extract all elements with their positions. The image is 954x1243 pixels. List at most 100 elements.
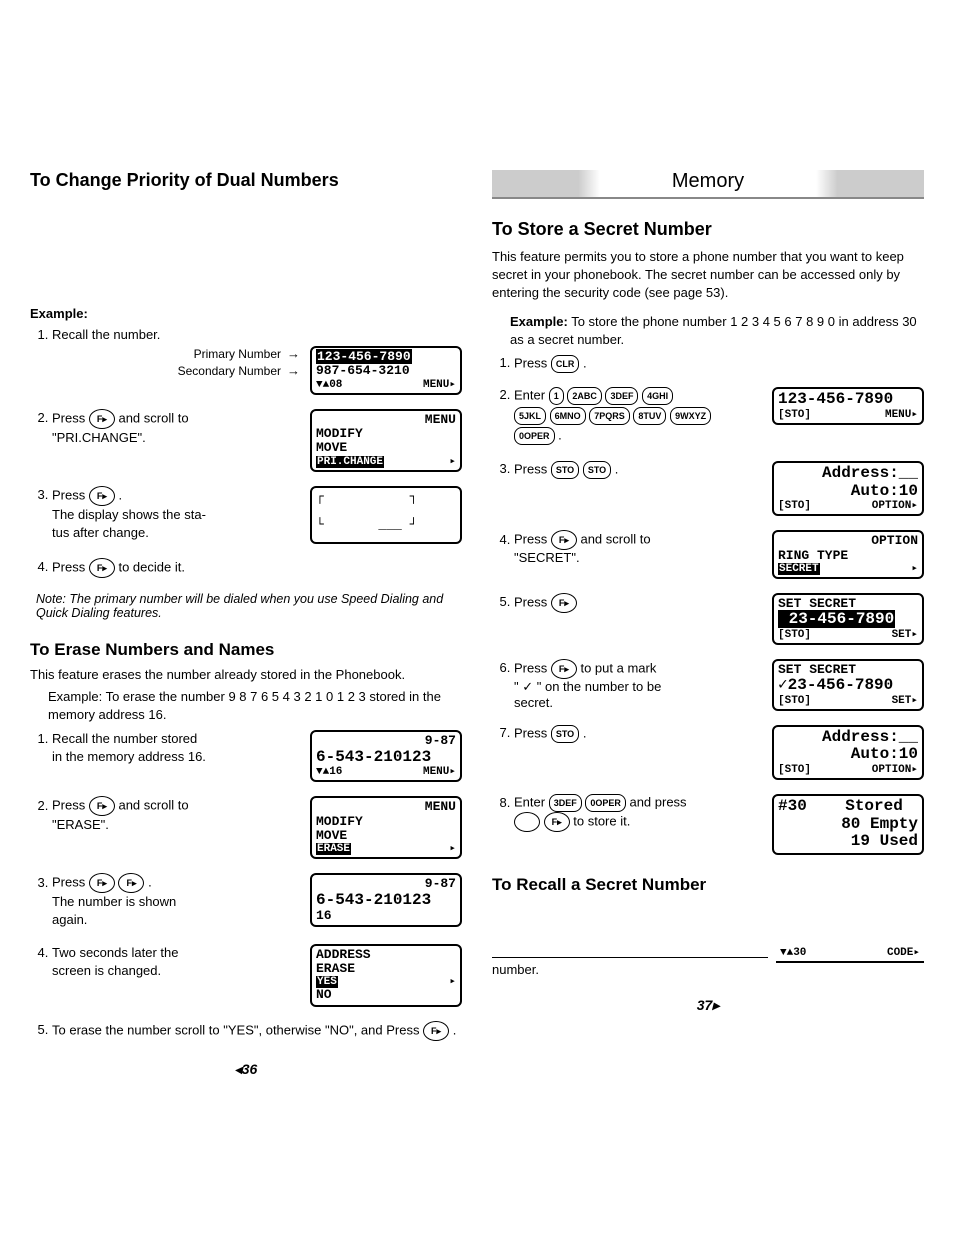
fn-key-icon: F▸ xyxy=(423,1021,449,1041)
lcd-line: 23-456-7890 xyxy=(778,610,895,628)
arrow-icon: → xyxy=(287,363,300,378)
heading-change-priority: To Change Priority of Dual Numbers xyxy=(30,170,462,191)
lcd-display: OPTION RING TYPE SECRET ▸ xyxy=(772,530,924,579)
lcd-arrow: ▸ xyxy=(449,976,456,988)
fn-key-icon: F▸ xyxy=(89,873,115,893)
digit-key-icon: 2ABC xyxy=(567,387,602,405)
example-label: Example: xyxy=(48,689,102,704)
right-page: Memory To Store a Secret Number This fea… xyxy=(492,40,924,1078)
memory-section-header: Memory xyxy=(492,170,924,199)
arrow-icon: → xyxy=(287,346,300,361)
primary-number-label: Primary Number xyxy=(194,347,281,361)
lcd-footer-left: [STO] xyxy=(778,629,811,641)
step-text: Press xyxy=(52,798,89,813)
divider xyxy=(492,957,768,958)
store-steps: Press CLR . Enter 1 2ABC 3DEF 4GHI 5JKL … xyxy=(492,355,924,855)
store-intro: This feature permits you to store a phon… xyxy=(492,248,924,303)
lcd-footer-right: SET▸ xyxy=(892,629,918,641)
step-text: . xyxy=(583,725,587,740)
sto-key-icon: STO xyxy=(551,725,579,743)
digit-key-icon: 9WXYZ xyxy=(670,407,711,425)
step-text: . xyxy=(148,875,152,890)
lcd-line: ✓23-456-7890 xyxy=(778,677,918,695)
lcd-display: Address:__ Auto:10 [STO] OPTION▸ xyxy=(772,725,924,780)
lcd-line: 6-543-210123 xyxy=(316,749,456,767)
lcd-display: 9-87 6-543-210123 ▼▲16 MENU▸ xyxy=(310,730,462,782)
digit-key-icon: 0OPER xyxy=(514,427,555,445)
lcd-line: ERASE xyxy=(316,962,456,976)
lcd-display: 9-87 6-543-210123 16 xyxy=(310,873,462,927)
lcd-line: 6-543-210123 xyxy=(316,892,456,910)
lcd-display: SET SECRET ✓23-456-7890 [STO] SET▸ xyxy=(772,659,924,711)
example-text: To store the phone number 1 2 3 4 5 6 7 … xyxy=(510,314,917,347)
lcd-line: Auto:10 xyxy=(851,482,918,500)
step-text: Press xyxy=(514,461,551,476)
lcd-line: #30 Stored xyxy=(778,797,903,815)
lcd-arrow: ▸ xyxy=(449,456,456,468)
erase-steps: Recall the number stored in the memory a… xyxy=(30,730,462,1040)
lcd-footer-right: OPTION▸ xyxy=(872,764,918,776)
digit-key-icon: 8TUV xyxy=(633,407,666,425)
note-text: The primary number will be dialed when y… xyxy=(36,592,443,620)
step-text: Press xyxy=(52,875,89,890)
digit-key-icon: 7PQRS xyxy=(589,407,630,425)
lcd-line-selected: ERASE xyxy=(316,843,351,855)
lcd-header: OPTION xyxy=(778,534,918,548)
step-text: again. xyxy=(52,912,87,927)
lcd-footer-left: ▼▲16 xyxy=(316,766,342,778)
step-text: Press xyxy=(514,355,551,370)
fn-key-icon: F▸ xyxy=(551,593,577,613)
sto-key-icon: STO xyxy=(583,461,611,479)
lcd-line: MODIFY xyxy=(316,815,456,829)
step-text: "ERASE". xyxy=(52,817,109,832)
step-text: Press xyxy=(52,410,89,425)
sto-key-icon: STO xyxy=(551,461,579,479)
step-text: . xyxy=(583,355,587,370)
lcd-header: MENU xyxy=(316,800,456,814)
lcd-display: Address:__ Auto:10 [STO] OPTION▸ xyxy=(772,461,924,516)
step-text: in the memory address 16. xyxy=(52,749,206,764)
fn-key-icon: F▸ xyxy=(118,873,144,893)
fn-key-icon: F▸ xyxy=(551,659,577,679)
lcd-line: MOVE xyxy=(316,441,456,455)
step-text: . xyxy=(453,1022,457,1037)
lcd-display: ADDRESS ERASE YES ▸ NO xyxy=(310,944,462,1007)
step-text: to decide it. xyxy=(118,559,185,574)
digit-key-icon: 6MNO xyxy=(550,407,586,425)
left-page: To Change Priority of Dual Numbers Examp… xyxy=(30,40,462,1078)
step-text: tus after change. xyxy=(52,525,149,540)
digit-key-icon: 1 xyxy=(549,387,564,405)
heading-store-secret: To Store a Secret Number xyxy=(492,219,924,240)
lcd-display: SET SECRET 23-456-7890 [STO] SET▸ xyxy=(772,593,924,645)
lcd-line: 80 Empty xyxy=(841,815,918,833)
priority-steps: Recall the number. Primary Number → Seco… xyxy=(30,327,462,578)
example-text: To erase the number 9 8 7 6 5 4 3 2 1 0 … xyxy=(48,689,441,722)
step-text: Recall the number. xyxy=(52,327,462,342)
lcd-line: MOVE xyxy=(316,829,456,843)
fn-key-icon: F▸ xyxy=(544,812,570,832)
lcd-header: MENU xyxy=(316,413,456,427)
erase-intro: This feature erases the number already s… xyxy=(30,666,462,684)
lcd-line: RING TYPE xyxy=(778,549,918,563)
lcd-footer-left: [STO] xyxy=(778,500,811,512)
page-number-left: ◂36 xyxy=(30,1061,462,1078)
step-text: " ✓ " on the number to be xyxy=(514,679,661,694)
step-text: Enter xyxy=(514,387,549,402)
clr-key-icon: CLR xyxy=(551,355,580,373)
step-text: to put a mark xyxy=(580,660,656,675)
lcd-arrow: ▸ xyxy=(911,563,918,575)
lcd-footer-left: [STO] xyxy=(778,764,811,776)
digit-key-icon: 3DEF xyxy=(605,387,638,405)
text-fragment: number. xyxy=(492,962,539,977)
step-text: and scroll to xyxy=(580,532,650,547)
lcd-display: 123-456-7890 [STO] MENU▸ xyxy=(772,387,924,425)
page-number-right: 37▸ xyxy=(492,997,924,1014)
step-text: and press xyxy=(629,795,686,810)
lcd-footer-left: ▼▲30 xyxy=(780,947,806,959)
fn-key-icon: F▸ xyxy=(551,530,577,550)
lcd-footer-left: ▼▲08 xyxy=(316,379,342,391)
blank-key-icon xyxy=(514,812,540,832)
digit-key-icon: 4GHI xyxy=(642,387,673,405)
lcd-display: MENU MODIFY MOVE ERASE ▸ xyxy=(310,796,462,859)
lcd-display: MENU MODIFY MOVE PRI.CHANGE ▸ xyxy=(310,409,462,472)
